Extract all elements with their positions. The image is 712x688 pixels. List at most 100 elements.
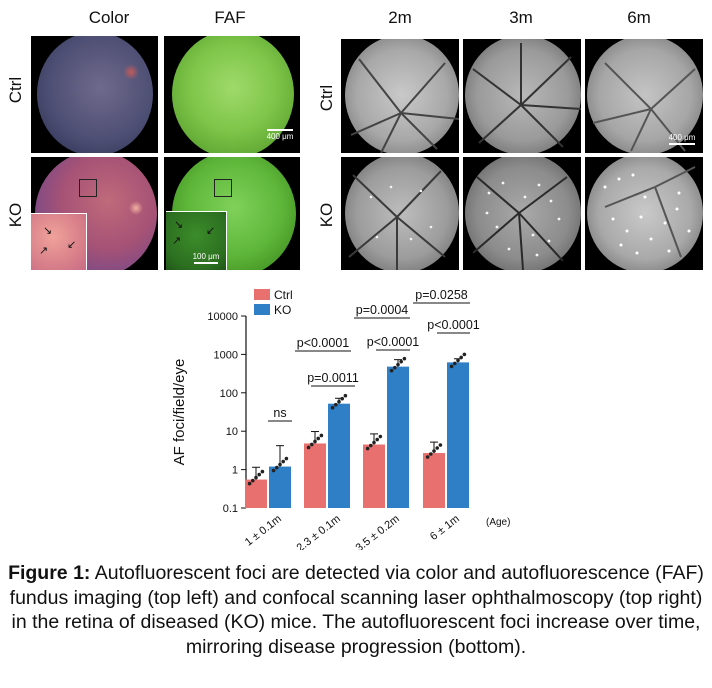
header-color: Color xyxy=(88,8,130,27)
vessels-ko-6m xyxy=(603,166,696,258)
cslo-ko-2m xyxy=(341,157,459,270)
data-point xyxy=(306,445,311,450)
data-point xyxy=(456,358,460,363)
data-point xyxy=(389,368,394,373)
x-tick-label: 3.5 ± 0.2m xyxy=(354,513,402,550)
x-tick-label: 2.3 ± 0.1m xyxy=(295,513,343,550)
data-point xyxy=(429,452,433,456)
significance-label: p<0.0001 xyxy=(297,336,350,350)
data-point xyxy=(281,459,286,464)
data-point xyxy=(254,475,258,480)
significance-label: p=0.0011 xyxy=(307,371,359,385)
row-label-ctrl-left: Ctrl xyxy=(6,76,25,104)
data-point xyxy=(453,361,457,366)
data-point xyxy=(257,472,262,477)
data-point xyxy=(260,469,265,474)
bar-ctrl xyxy=(245,479,267,508)
data-point xyxy=(316,436,321,441)
bar-ko xyxy=(447,362,469,508)
vessels-ko-3m xyxy=(472,176,568,270)
y-tick-label: 10000 xyxy=(207,311,238,323)
vessels-ctrl-2m xyxy=(350,58,459,153)
bar-ko xyxy=(328,403,350,508)
y-axis-label: AF foci/field/eye xyxy=(171,359,188,466)
row-label-ctrl-right: Ctrl xyxy=(317,84,336,112)
x-axis-age-label: (Age) xyxy=(486,517,510,528)
data-point xyxy=(462,352,467,357)
caption-title: Figure 1: xyxy=(8,562,91,584)
y-tick-label: 1000 xyxy=(214,349,238,361)
header-faf: FAF xyxy=(214,8,246,27)
data-point xyxy=(432,449,436,453)
scalebar-inset: 100 μm xyxy=(184,252,228,265)
data-point xyxy=(337,399,341,404)
inset-faf-ko: ↘ ↙ ↗ 100 μm xyxy=(166,211,227,270)
data-point xyxy=(459,355,464,360)
cslo-ctrl-6m: 400 μm xyxy=(585,39,703,153)
data-point xyxy=(399,359,404,364)
data-point xyxy=(393,365,397,370)
data-point xyxy=(275,465,279,470)
data-point xyxy=(313,439,317,444)
header-2m: 2m xyxy=(388,8,412,27)
scalebar-faf-ctrl: 400 μm xyxy=(260,129,300,141)
data-point xyxy=(378,434,383,439)
significance-label: p=0.0258 xyxy=(415,288,468,302)
x-tick-label: 6 ± 1m xyxy=(428,513,462,543)
legend-label-ko: KO xyxy=(274,303,291,317)
header-6m: 6m xyxy=(627,8,651,27)
data-point xyxy=(372,440,376,445)
data-point xyxy=(438,443,443,447)
cslo-ctrl-2m xyxy=(341,39,459,153)
data-point xyxy=(425,455,430,459)
bar-ctrl xyxy=(304,443,326,508)
cslo-ctrl-3m xyxy=(463,39,581,153)
data-point xyxy=(365,446,370,451)
data-point xyxy=(284,456,289,461)
bar-ko xyxy=(269,466,291,508)
bar-ctrl xyxy=(423,453,445,508)
legend-label-ctrl: Ctrl xyxy=(274,288,293,302)
vessels-ctrl-3m xyxy=(472,43,581,148)
scalebar-cslo-ctrl: 400 μm xyxy=(661,133,703,146)
data-point xyxy=(271,468,276,473)
data-point xyxy=(334,402,338,407)
data-point xyxy=(369,443,373,448)
faf-ko: ↘ ↙ ↗ 100 μm xyxy=(164,157,300,270)
data-point xyxy=(375,437,380,442)
cslo-ko-6m xyxy=(585,157,703,270)
data-point xyxy=(396,362,400,367)
fundus-color-ctrl xyxy=(31,36,158,153)
significance-label: p=0.0004 xyxy=(356,303,409,317)
fundus-color-ko: ↘ ↗ ↙ xyxy=(31,157,158,270)
data-point xyxy=(449,364,454,369)
inset-color-ko: ↘ ↗ ↙ xyxy=(31,213,87,270)
data-point xyxy=(310,442,314,447)
significance-label: ns xyxy=(273,406,286,420)
vessels-ko-2m xyxy=(348,170,446,270)
cslo-ko-3m xyxy=(463,157,581,270)
legend-swatch-ctrl xyxy=(254,289,270,300)
y-tick-label: 1 xyxy=(232,465,238,477)
bar-ctrl xyxy=(363,444,385,508)
y-tick-label: 100 xyxy=(220,388,238,400)
data-point xyxy=(278,462,282,467)
y-tick-label: 10 xyxy=(226,426,238,438)
x-tick-label: 1 ± 0.1m xyxy=(243,513,284,549)
data-point xyxy=(247,481,252,486)
row-label-ko-left: KO xyxy=(6,202,25,228)
data-point xyxy=(402,356,407,361)
caption-text: Autofluorescent foci are detected via co… xyxy=(9,562,704,658)
data-point xyxy=(330,405,335,410)
data-point xyxy=(251,478,255,483)
figure-caption: Figure 1: Autofluorescent foci are detec… xyxy=(0,561,712,659)
af-foci-bar-chart: 0.1 1 10 100 1000 10000 AF foci/field/eye 1 ± 0… xyxy=(171,288,510,550)
data-point xyxy=(343,393,348,398)
significance-label: p<0.0001 xyxy=(367,335,420,349)
y-tick-label: 0.1 xyxy=(223,503,238,515)
data-point xyxy=(340,396,345,401)
header-3m: 3m xyxy=(509,8,533,27)
faf-ctrl: 400 μm xyxy=(164,36,300,153)
data-point xyxy=(435,446,440,450)
legend-swatch-ko xyxy=(254,304,270,315)
